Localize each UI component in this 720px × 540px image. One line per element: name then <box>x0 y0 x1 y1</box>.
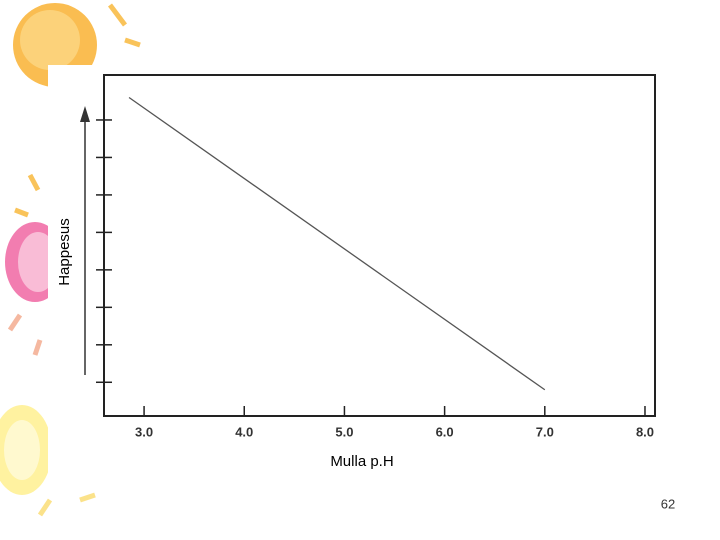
plot-frame <box>103 74 656 417</box>
x-tick-label: 3.0 <box>135 424 153 439</box>
data-line <box>128 96 546 391</box>
x-tick-label: 8.0 <box>636 424 654 439</box>
x-tick-label: 7.0 <box>536 424 554 439</box>
x-axis-label: Mulla p.H <box>330 453 393 470</box>
decoration <box>0 3 668 517</box>
x-tick-label: 4.0 <box>235 424 253 439</box>
y-axis-label: Happesus <box>56 218 73 286</box>
x-tick-label: 6.0 <box>436 424 454 439</box>
x-tick-label: 5.0 <box>335 424 353 439</box>
page-number: 62 <box>661 496 675 511</box>
